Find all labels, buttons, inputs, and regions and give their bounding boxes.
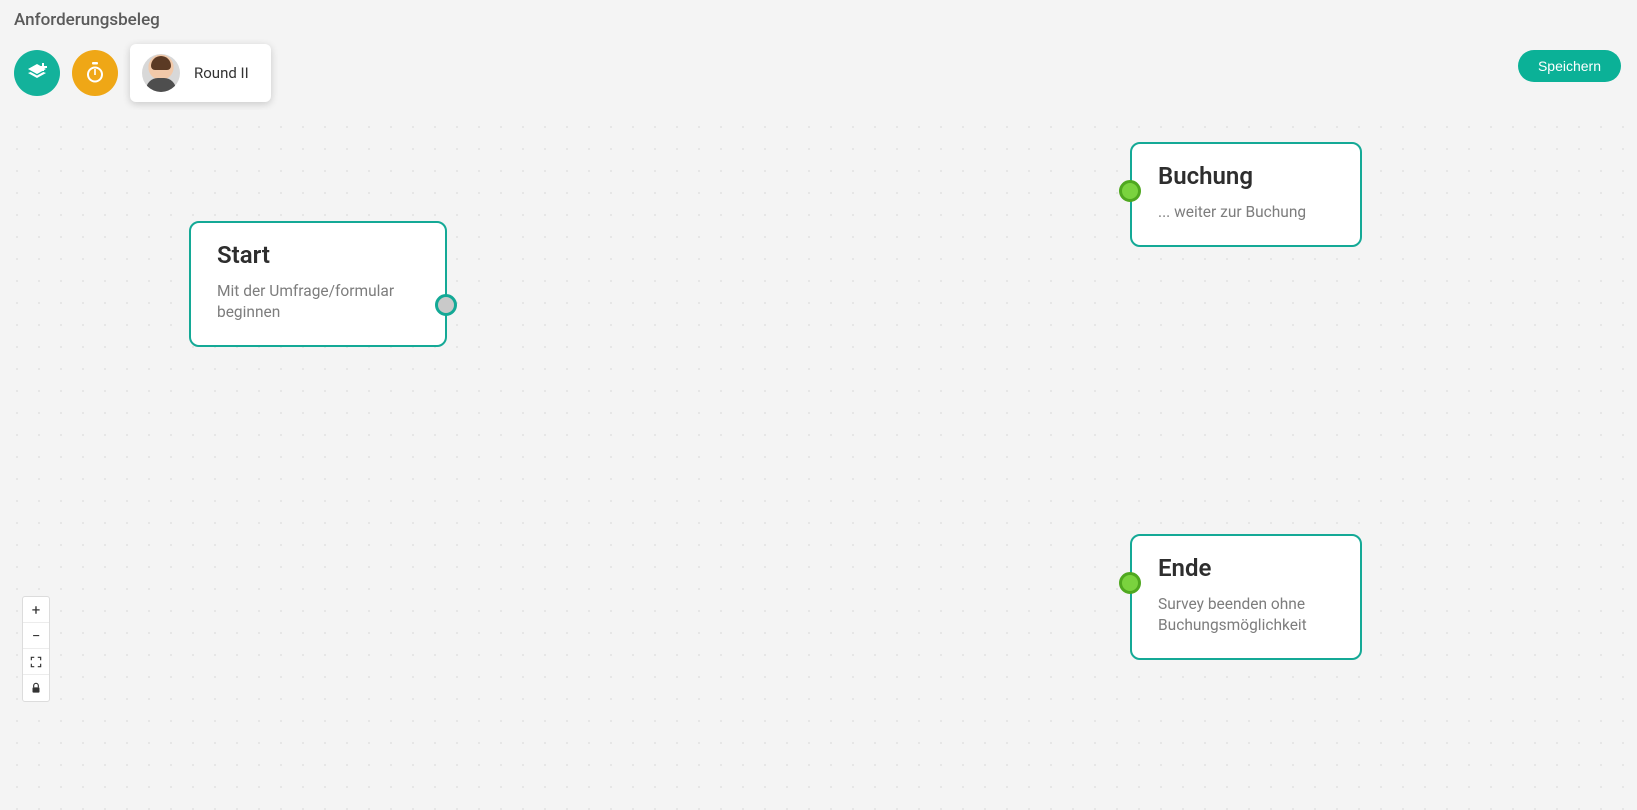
lock-view-button[interactable] (23, 675, 49, 701)
output-port[interactable] (435, 294, 457, 316)
zoom-controls: + − (22, 596, 50, 702)
layers-plus-icon (25, 61, 49, 85)
node-subtitle: ... weiter zur Buchung (1158, 202, 1334, 223)
chip-label: Round II (194, 64, 249, 82)
node-title: Start (217, 241, 419, 269)
round-chip[interactable]: Round II (130, 44, 271, 102)
add-layer-button[interactable] (14, 50, 60, 96)
page-title: Anforderungsbeleg (14, 10, 1623, 30)
flow-canvas[interactable]: Start Mit der Umfrage/formular beginnen … (0, 110, 1637, 810)
node-title: Ende (1158, 554, 1334, 582)
top-bar: Anforderungsbeleg Round II Speichern (0, 0, 1637, 121)
minus-icon: − (32, 627, 41, 645)
toolbar: Round II (14, 44, 1623, 102)
zoom-in-button[interactable]: + (23, 597, 49, 623)
fit-view-button[interactable] (23, 649, 49, 675)
flow-node-ende[interactable]: Ende Survey beenden ohne Buchungsmöglich… (1130, 534, 1362, 660)
timer-button[interactable] (72, 50, 118, 96)
input-port[interactable] (1119, 572, 1141, 594)
flow-node-start[interactable]: Start Mit der Umfrage/formular beginnen (189, 221, 447, 347)
lock-icon (29, 681, 43, 695)
fullscreen-icon (29, 655, 43, 669)
node-subtitle: Mit der Umfrage/formular beginnen (217, 281, 407, 323)
plus-icon: + (32, 601, 41, 619)
flow-node-buchung[interactable]: Buchung ... weiter zur Buchung (1130, 142, 1362, 247)
zoom-out-button[interactable]: − (23, 623, 49, 649)
input-port[interactable] (1119, 180, 1141, 202)
node-subtitle: Survey beenden ohne Buchungsmöglichkeit (1158, 594, 1334, 636)
node-title: Buchung (1158, 162, 1334, 190)
avatar (142, 54, 180, 92)
save-button[interactable]: Speichern (1518, 50, 1621, 82)
stopwatch-icon (83, 61, 107, 85)
